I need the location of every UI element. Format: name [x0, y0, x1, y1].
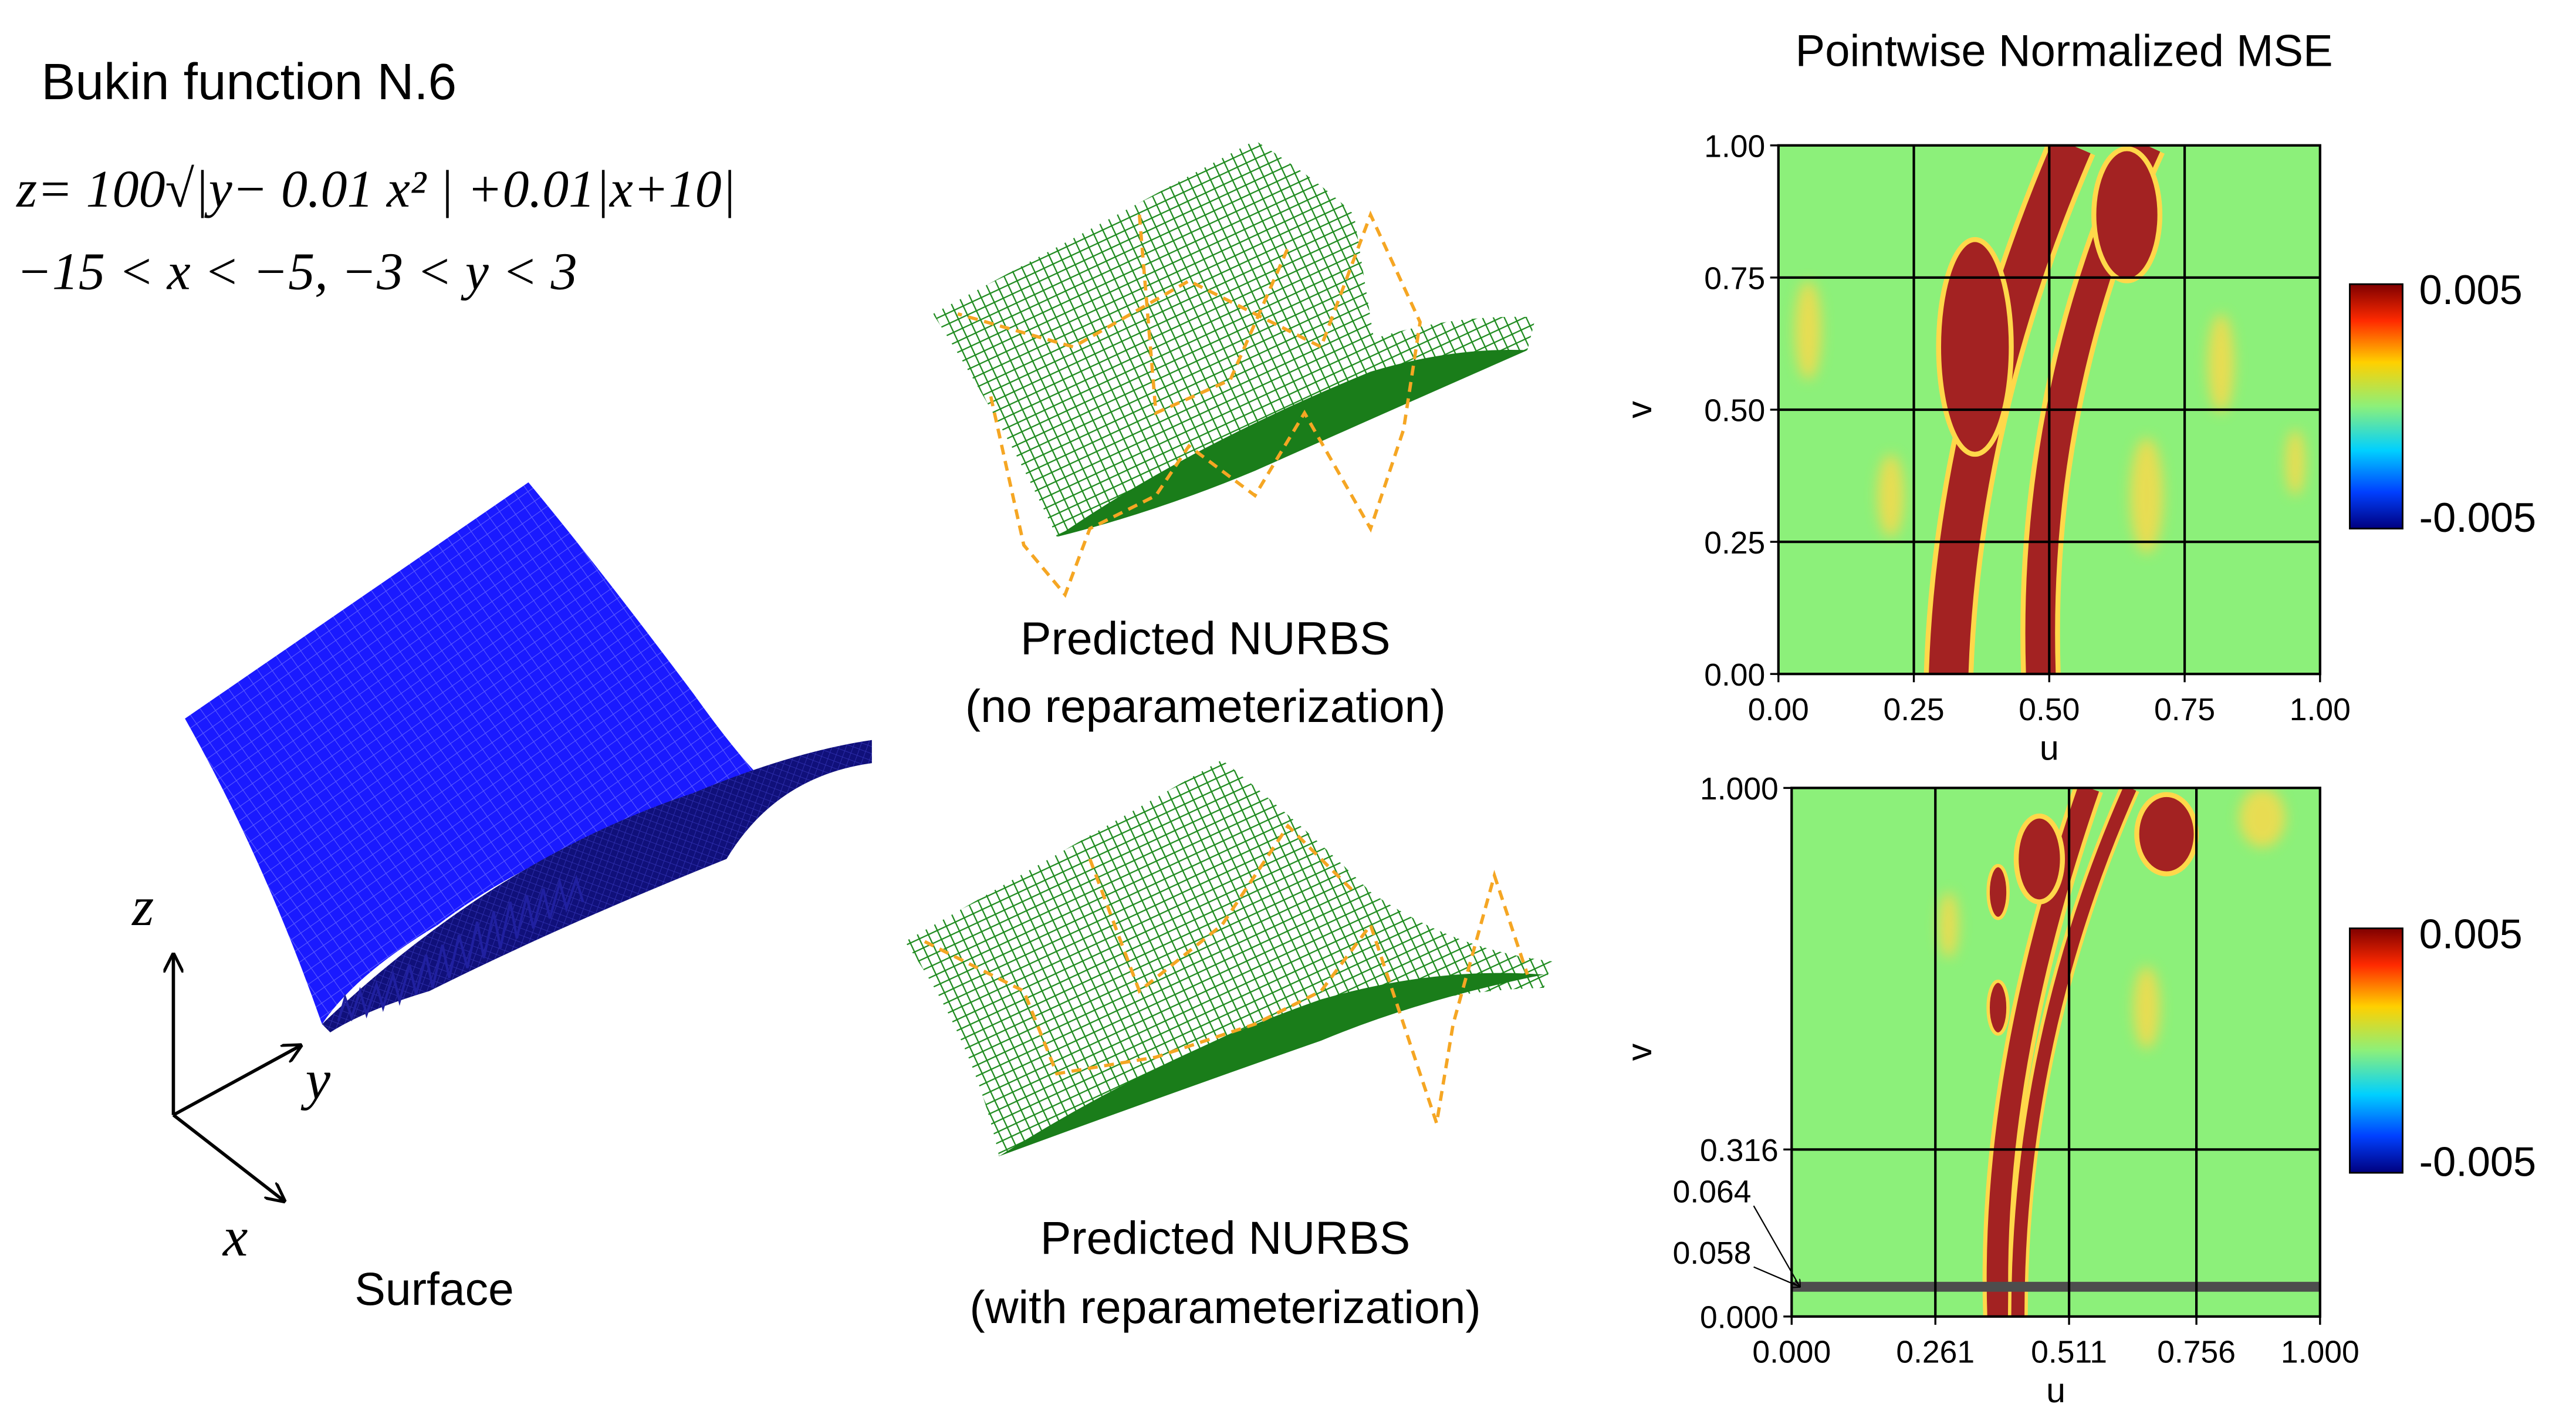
heatmap-blob	[1986, 979, 2010, 1036]
surface-plot	[185, 482, 872, 1032]
y-tick-label: 0.25	[1704, 526, 1765, 561]
heatmap-blob	[2091, 146, 2163, 284]
heatmap-blob	[2133, 966, 2160, 1049]
mesh-surface	[905, 760, 1553, 1156]
colorbar-label: -0.005	[2419, 1139, 2536, 1185]
y-tick-label: 0.00	[1704, 658, 1765, 693]
y-axis-label: v	[1620, 1043, 1659, 1061]
axes-triad	[173, 955, 300, 1201]
x-axis-label: u	[2046, 1371, 2065, 1410]
nurbs-caption: (no reparameterization)	[965, 680, 1446, 732]
x-axis-label: x	[222, 1206, 248, 1268]
control-net	[957, 210, 1422, 598]
plot-frame	[1790, 787, 2321, 1318]
nurbs-caption: Predicted NURBS	[1020, 612, 1390, 664]
heatmap-blob	[2013, 814, 2065, 905]
x-axis	[172, 1113, 284, 1201]
error-map-title: Pointwise Normalized MSE	[1796, 26, 2333, 76]
heatmap-blob	[2134, 792, 2199, 876]
colorbar-label: 0.005	[2419, 266, 2523, 313]
equation: z= 100√|y− 0.01 x² | +0.01|x+10|	[15, 160, 736, 218]
nurbs-mesh	[932, 140, 1536, 598]
heatmap-blob	[2285, 429, 2305, 496]
y-tick-label: 1.00	[1704, 129, 1765, 164]
x-tick-label: 0.00	[1748, 693, 1809, 727]
surface-spikes	[337, 875, 584, 1022]
control-net	[924, 823, 1529, 1124]
heatmap-image	[1791, 788, 2320, 1317]
y-tick-label: 0.058	[1673, 1236, 1752, 1271]
plot-frame	[1777, 144, 2321, 676]
x-tick-label: 0.75	[2154, 693, 2215, 727]
mesh-surface	[932, 140, 1536, 537]
dense-band	[1791, 1281, 2320, 1292]
x-tick-label: 0.000	[1752, 1335, 1831, 1370]
x-tick-label: 0.50	[2019, 693, 2080, 727]
y-tick-label: 0.50	[1704, 394, 1765, 428]
equation-domain: −15 < x < −5, −3 < y < 3	[16, 243, 577, 301]
heatmap-blob	[1938, 892, 1959, 959]
nurbs-caption: Predicted NURBS	[1040, 1212, 1410, 1264]
heatmap-blob	[1986, 863, 2010, 920]
x-tick-label: 0.511	[2031, 1335, 2107, 1370]
x-tick-label: 1.00	[2290, 693, 2351, 727]
x-tick-label: 0.25	[1884, 693, 1945, 727]
surface-underside	[322, 740, 872, 1032]
colorbar	[2349, 927, 2403, 1174]
heatmap-blob	[1936, 237, 2014, 457]
z-axis-label: z	[131, 875, 154, 937]
x-axis-label: u	[2040, 729, 2059, 768]
surface-caption: Surface	[354, 1263, 514, 1315]
mesh-underside	[1057, 349, 1528, 537]
heatmap-blob	[1877, 454, 1904, 537]
y-tick-label: 1.000	[1700, 772, 1779, 806]
nurbs-caption: (with reparameterization)	[969, 1281, 1480, 1333]
y-axis-label: y	[301, 1048, 331, 1111]
x-tick-label: 1.000	[2281, 1335, 2359, 1370]
y-axis	[173, 1045, 300, 1117]
nurbs-mesh	[905, 760, 1553, 1156]
y-tick-label: 0.064	[1673, 1175, 1752, 1210]
y-tick-label: 0.316	[1700, 1133, 1779, 1168]
title: Bukin function N.6	[41, 53, 457, 110]
heatmap-blob	[1794, 281, 1821, 380]
heatmap-blob	[2130, 437, 2163, 554]
y-tick-label: 0.000	[1700, 1301, 1779, 1335]
colorbar-label: 0.005	[2419, 910, 2523, 957]
colorbar-label: -0.005	[2419, 494, 2536, 541]
y-axis-label: v	[1620, 401, 1659, 419]
y-tick-label: 0.75	[1704, 262, 1765, 296]
heatmap-band	[2011, 788, 2136, 1317]
heatmap-blob	[2239, 788, 2286, 848]
colorbar	[2349, 283, 2403, 529]
x-tick-label: 0.261	[1896, 1335, 1975, 1370]
heatmap-blob	[2207, 313, 2234, 413]
x-tick-label: 0.756	[2157, 1335, 2236, 1370]
surface-sheet	[185, 482, 760, 1024]
